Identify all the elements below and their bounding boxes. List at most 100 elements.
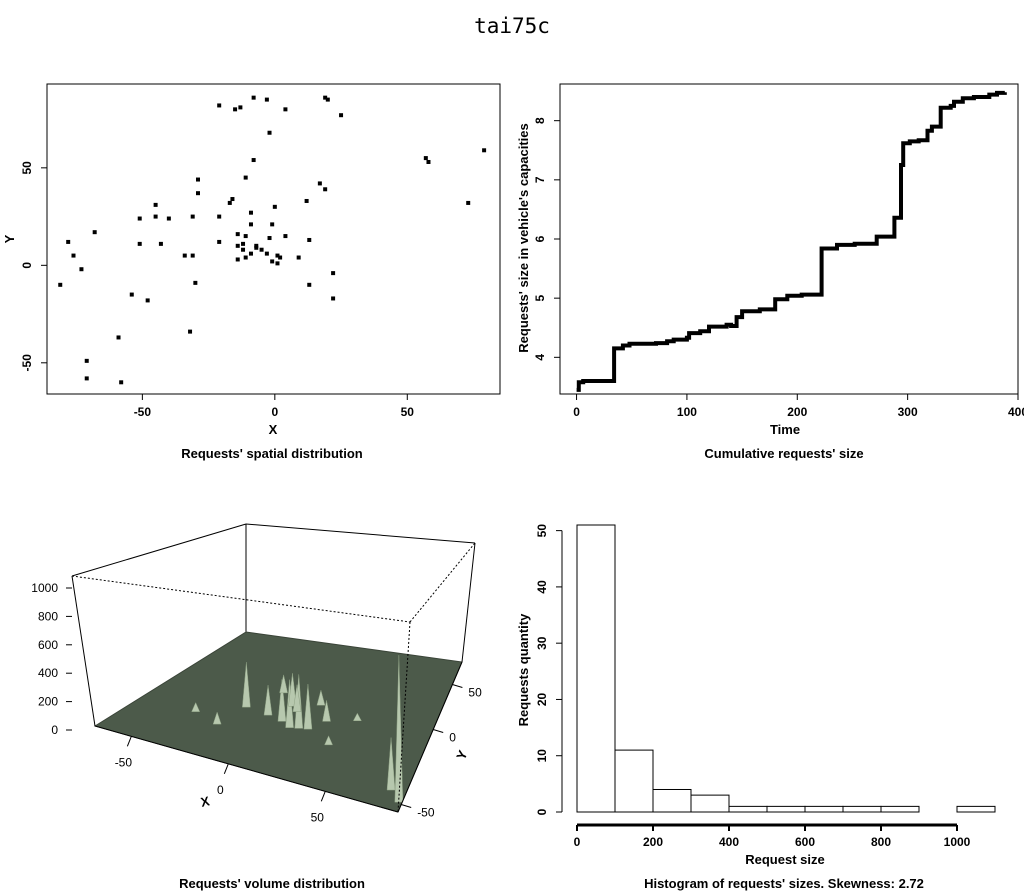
scatter-point [166, 216, 171, 221]
surface-x-tick-label: 50 [311, 810, 325, 824]
scatter-point [217, 239, 222, 244]
histogram-bar [766, 805, 806, 813]
surface-spike [386, 737, 396, 791]
scatter-point [272, 204, 277, 209]
scatter-point [233, 107, 238, 112]
cumulative-series-line [576, 90, 1007, 392]
scatter-point [129, 292, 134, 297]
scatter-point [283, 107, 288, 112]
surface-z-tick-label: 600 [38, 638, 58, 652]
surface-axes: 0 200 400 600 800 1000 -50 0 50 -50 0 50 [31, 581, 482, 824]
histogram-y-tick-label: 40 [535, 580, 549, 594]
surface-y-tick-mark [401, 804, 412, 808]
surface-spike [352, 712, 362, 722]
scatter-point [217, 214, 222, 219]
surface-spike [303, 684, 313, 730]
line-y-tick-label: 4 [533, 354, 547, 361]
scatter-point [423, 156, 428, 161]
histogram-y-tick-label: 50 [535, 524, 549, 538]
scatter-point [275, 261, 280, 266]
scatter-point [307, 282, 312, 287]
scatter-point [248, 222, 253, 227]
scatter-point [190, 253, 195, 258]
scatter-point [317, 181, 322, 186]
scatter-x-tick-label: -50 [134, 405, 152, 419]
line-x-tick-label: 200 [787, 405, 807, 419]
surface-spikes [191, 655, 404, 803]
spatial-scatter-panel: -50 0 50 -50 0 50 X Y Requests' spatial distr… [2, 83, 501, 461]
histogram-axes: 0 200 400 600 800 1000 0 10 20 30 40 50 [535, 524, 971, 849]
surface-z-tick-label: 1000 [31, 581, 58, 595]
histogram-x-tick-label: 1000 [944, 835, 971, 849]
histogram-x-tick-label: 0 [574, 835, 581, 849]
scatter-point [267, 236, 272, 241]
surface-spike [242, 662, 251, 708]
scatter-point [190, 214, 195, 219]
line-caption: Cumulative requests' size [704, 446, 863, 461]
histogram-x-tick-label: 400 [719, 835, 739, 849]
histogram-bar [652, 788, 692, 813]
scatter-x-tick-label: 0 [271, 405, 278, 419]
histogram-caption: Histogram of requests' sizes. Skewness: … [644, 876, 924, 891]
scatter-point [264, 97, 269, 102]
scatter-point [230, 197, 235, 202]
surface-z-tick-label: 0 [51, 723, 58, 737]
histogram-bar [804, 805, 844, 813]
scatter-point [66, 239, 71, 244]
surface-box-front [71, 542, 476, 813]
scatter-point [264, 251, 269, 256]
surface-spike [324, 735, 333, 746]
scatter-point [426, 159, 431, 164]
scatter-point [323, 187, 328, 192]
scatter-point [241, 247, 246, 252]
surface-y-tick-label: 50 [468, 686, 482, 700]
surface-base [93, 631, 463, 813]
scatter-point [145, 298, 150, 303]
scatter-point [241, 241, 246, 246]
line-y-label: Requests' size in vehicle's capacities [516, 123, 531, 352]
scatter-point [235, 257, 240, 262]
scatter-y-tick-label: 50 [20, 161, 34, 175]
scatter-point [323, 95, 328, 100]
scatter-point [196, 191, 200, 196]
scatter-y-tick-label: -50 [20, 354, 34, 372]
line-x-tick-label: 400 [1008, 405, 1024, 419]
histogram-bar [842, 805, 882, 813]
scatter-point [251, 158, 256, 163]
histogram-bar [880, 805, 920, 813]
surface-x-tick-label: 0 [217, 783, 224, 797]
surface-spike [263, 685, 273, 716]
scatter-x-tick-label: 50 [401, 405, 415, 419]
surface-spike [279, 674, 288, 694]
scatter-point [283, 234, 288, 239]
surface-spike [292, 684, 302, 712]
surface-spike [316, 689, 326, 706]
scatter-point [296, 255, 301, 260]
cumulative-line-panel: 0 100 200 300 400 4 5 6 7 8 Time Requests' size i… [516, 83, 1024, 461]
scatter-point [248, 210, 253, 215]
histogram-y-tick-label: 30 [535, 636, 549, 650]
line-y-tick-label: 6 [533, 235, 547, 242]
scatter-point [243, 234, 248, 239]
scatter-point [58, 282, 63, 287]
histogram-bars [576, 524, 996, 813]
scatter-point [137, 241, 142, 246]
scatter-point [267, 130, 272, 135]
histogram-bar [614, 749, 654, 813]
surface-z-tick-label: 400 [38, 666, 58, 680]
scatter-point [270, 259, 275, 264]
histogram-y-label: Requests quantity [516, 613, 531, 726]
surface-y-tick-label: -50 [417, 806, 435, 820]
scatter-point [248, 251, 253, 256]
scatter-point [158, 241, 163, 246]
page-title: tai75c [474, 14, 550, 38]
scatter-point [331, 296, 336, 301]
scatter-point [251, 95, 256, 100]
surface-y-tick-mark [433, 729, 444, 733]
surface-z-tick-label: 200 [38, 695, 58, 709]
scatter-point [238, 105, 243, 110]
scatter-point [278, 255, 283, 260]
scatter-point [84, 358, 89, 363]
line-x-tick-label: 100 [677, 405, 697, 419]
surface-spike [277, 679, 287, 722]
